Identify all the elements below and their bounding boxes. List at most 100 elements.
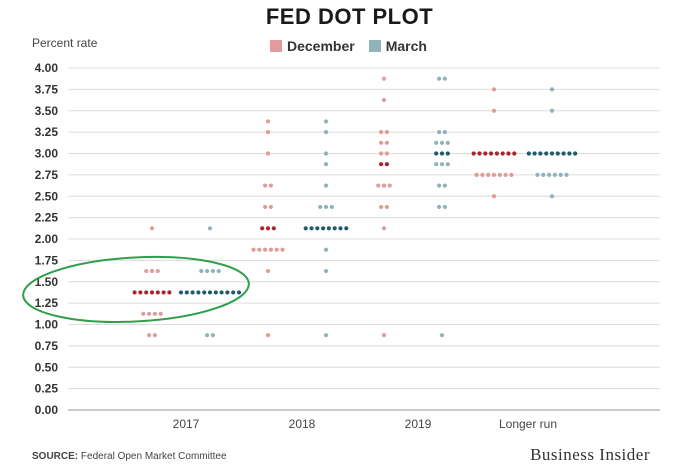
x-tick-labels: 2017 2018 2019 Longer run	[173, 417, 557, 431]
dot-december	[263, 183, 268, 188]
dot-december	[149, 290, 155, 295]
dot-march	[437, 76, 442, 81]
x-tick-label: 2019	[405, 417, 432, 431]
annotations	[22, 255, 250, 323]
dot-december	[152, 333, 157, 338]
dot-december	[147, 311, 152, 316]
dot-march	[532, 151, 537, 156]
dot-december	[144, 268, 149, 274]
dot-march	[199, 268, 204, 274]
dot-march	[210, 333, 215, 338]
y-tick-label: 1.25	[35, 296, 59, 310]
dot-march	[445, 151, 450, 156]
y-tick-label: 0.00	[35, 403, 59, 417]
dot-december	[265, 151, 271, 156]
dot-march	[205, 268, 210, 274]
dot-march	[329, 204, 334, 210]
dot-march	[184, 290, 189, 295]
dot-march	[555, 151, 560, 156]
legend-label-march: March	[385, 38, 427, 54]
dot-march	[323, 183, 329, 188]
dot-december	[491, 194, 497, 199]
dot-march	[445, 162, 450, 167]
dot-december	[491, 108, 497, 113]
dot-december	[379, 162, 384, 167]
dot-march	[442, 130, 447, 135]
source-note: SOURCE: Federal Open Market Committee	[32, 451, 227, 462]
dot-march	[558, 172, 563, 177]
dot-december	[384, 162, 389, 167]
dot-march	[210, 268, 215, 274]
dot-december	[506, 151, 511, 156]
dot-december	[512, 151, 517, 156]
dot-december	[265, 268, 271, 274]
dot-december	[500, 151, 505, 156]
dot-march	[303, 226, 308, 231]
dot-december	[265, 333, 271, 338]
legend-swatch-december	[270, 40, 282, 52]
y-tick-labels: 0.00 0.25 0.50 0.75 1.00 1.25 1.50 1.75 2.00 2.25…	[35, 61, 59, 417]
dot-march	[326, 226, 331, 231]
y-tick-label: 1.00	[35, 318, 59, 332]
dot-december	[489, 151, 494, 156]
y-tick-label: 3.50	[35, 104, 59, 118]
dot-december	[263, 247, 268, 252]
dot-march	[437, 130, 442, 135]
dot-march	[225, 290, 230, 295]
y-axis-label: Percent rate	[32, 36, 98, 50]
source-text: Federal Open Market Committee	[78, 451, 227, 462]
y-tick-label: 2.75	[35, 168, 59, 182]
dot-march	[216, 268, 221, 274]
dot-december	[161, 290, 166, 295]
dot-december	[387, 183, 392, 188]
dot-december	[376, 183, 381, 188]
dot-december	[381, 76, 387, 81]
y-tick-label: 2.50	[35, 189, 59, 203]
dot-december	[167, 290, 172, 295]
dot-december	[491, 87, 497, 92]
dot-march	[573, 151, 578, 156]
dot-december	[265, 130, 271, 135]
dot-december	[384, 130, 389, 135]
dot-december	[144, 290, 149, 295]
dot-december	[257, 247, 262, 252]
dot-march	[442, 183, 447, 188]
x-tick-label: 2017	[173, 417, 200, 431]
dot-march	[434, 151, 439, 156]
x-tick-label: Longer run	[499, 417, 557, 431]
chart-title: FED DOT PLOT	[265, 4, 434, 29]
dot-december	[474, 172, 479, 177]
dot-march	[437, 183, 442, 188]
dot-december	[486, 172, 491, 177]
dot-march	[213, 290, 218, 295]
dot-march	[437, 204, 442, 210]
dot-march	[196, 290, 201, 295]
dot-march	[321, 226, 326, 231]
dot-december	[280, 247, 285, 252]
dot-march	[439, 151, 445, 156]
grid	[68, 67, 660, 411]
dot-march	[552, 172, 558, 177]
dot-december	[381, 183, 387, 188]
dot-december	[480, 172, 485, 177]
y-tick-label: 2.00	[35, 232, 59, 246]
dot-march	[338, 226, 343, 231]
dot-december	[265, 226, 271, 231]
dot-december	[149, 226, 155, 231]
dot-december	[379, 130, 384, 135]
y-tick-label: 0.25	[35, 382, 59, 396]
dot-march	[323, 151, 329, 156]
dot-march	[561, 151, 566, 156]
dot-march	[541, 172, 546, 177]
highlight-ellipse	[22, 255, 250, 323]
dot-march	[318, 204, 323, 210]
dot-december	[379, 204, 384, 210]
y-tick-label: 3.25	[35, 125, 59, 139]
dot-december	[503, 172, 508, 177]
dot-december	[509, 172, 514, 177]
dot-march	[231, 290, 236, 295]
dot-december	[379, 151, 384, 156]
dot-december	[384, 204, 389, 210]
dot-march	[323, 119, 329, 124]
